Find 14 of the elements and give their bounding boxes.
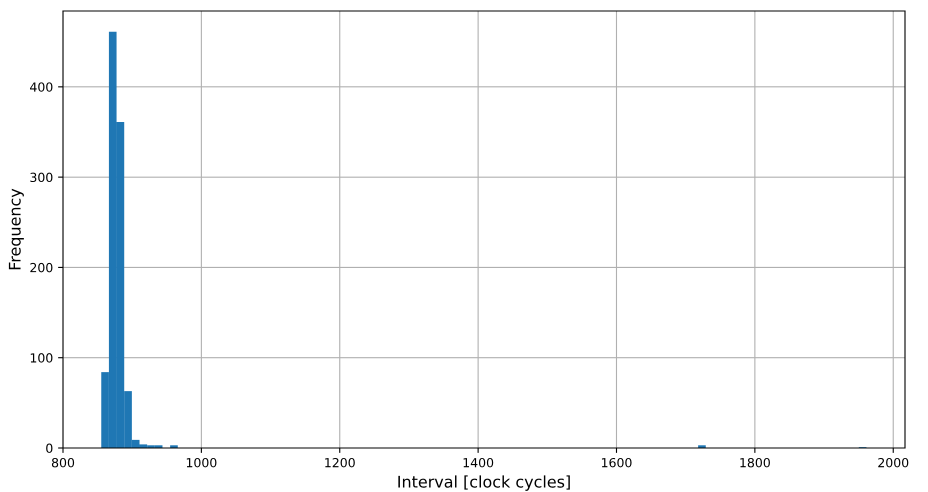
y-tick-label: 200 [30, 262, 52, 272]
x-axis-title: Interval [clock cycles] [398, 475, 570, 491]
x-tick-label: 1200 [325, 458, 355, 468]
y-tick-label: 0 [46, 443, 52, 453]
x-tick-label: 1800 [740, 458, 770, 468]
x-tick-label: 2000 [878, 458, 908, 468]
x-tick-label: 1000 [186, 458, 216, 468]
y-tick-label: 400 [30, 82, 52, 92]
y-tick-label: 300 [30, 172, 52, 182]
x-tick-label: 1400 [464, 458, 494, 468]
x-tick-label: 800 [52, 458, 74, 468]
x-tick-label: 1600 [602, 458, 632, 468]
y-tick-label: 100 [30, 353, 52, 363]
y-axis-title: Frequency [8, 188, 24, 270]
